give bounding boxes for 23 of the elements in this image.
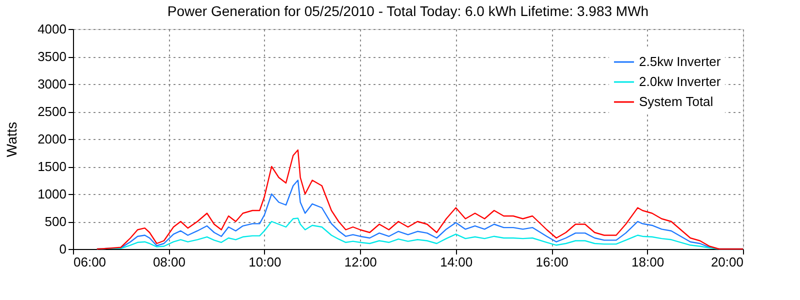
x-tick-label: 08:00 [152, 254, 186, 270]
y-tick-label: 3000 [38, 76, 66, 92]
y-tick-label: 2500 [38, 104, 66, 119]
x-tick-label: 14:00 [440, 254, 473, 270]
x-tick-label: 12:00 [344, 254, 377, 270]
y-tick-label: 500 [44, 214, 66, 229]
y-axis-title: Watts [4, 122, 20, 158]
x-tick-label: 16:00 [536, 254, 568, 270]
x-tick-label: 18:00 [632, 254, 664, 270]
y-tick-label: 3500 [38, 49, 66, 64]
line-series [96, 149, 744, 250]
legend-label: 2.0kw Inverter [639, 74, 722, 89]
x-tick-label: 10:00 [248, 254, 282, 270]
x-tick-label: 20:00 [710, 254, 744, 270]
y-tick-label: 1500 [38, 159, 66, 174]
y-tick-label: 4000 [38, 22, 66, 36]
y-tick-label: 0 [59, 242, 66, 256]
legend-label: System Total [639, 94, 714, 109]
chart-title: Power Generation for 05/25/2010 - Total Today: 6.0 kWh Lifetime: 3.983 MWh [167, 3, 649, 19]
legend-label: 2.5kw Inverter [639, 54, 722, 69]
x-tick-label: 06:00 [74, 254, 106, 270]
y-tick-label: 2000 [38, 132, 66, 146]
y-tick-label: 1000 [38, 186, 66, 202]
